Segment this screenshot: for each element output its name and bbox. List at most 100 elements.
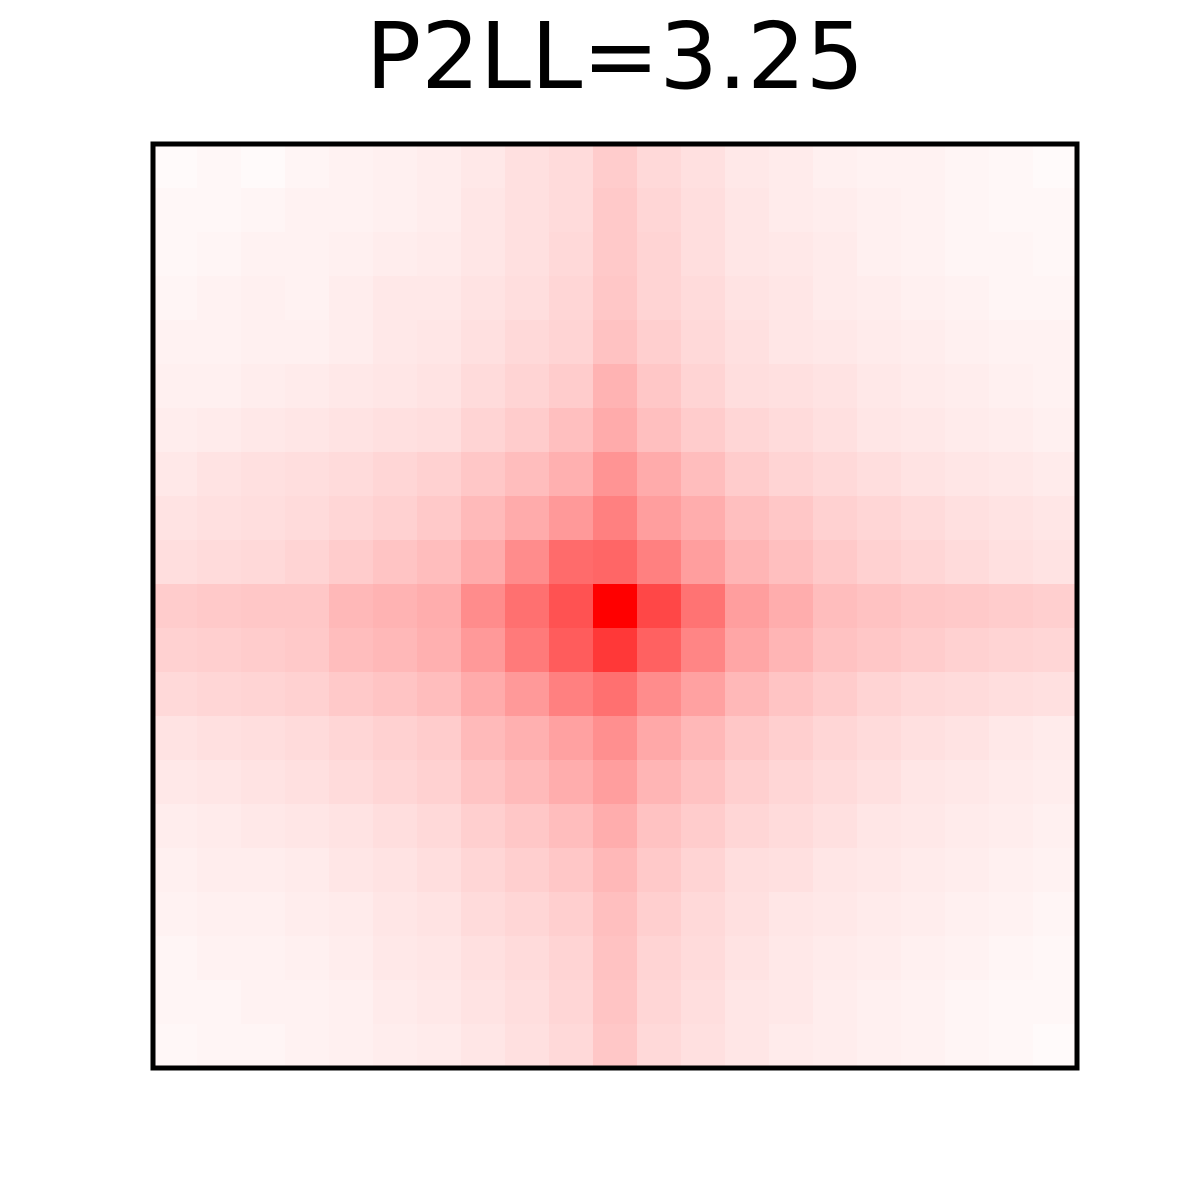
heatmap-cell bbox=[637, 188, 682, 233]
heatmap-cell bbox=[989, 188, 1034, 233]
heatmap-cell bbox=[329, 364, 374, 409]
heatmap-cell bbox=[725, 408, 770, 453]
heatmap-cell bbox=[725, 980, 770, 1025]
heatmap-cell bbox=[373, 804, 418, 849]
heatmap-cell bbox=[417, 452, 462, 497]
heatmap-cell bbox=[945, 408, 990, 453]
heatmap-cell bbox=[681, 936, 726, 981]
heatmap-cell bbox=[725, 584, 770, 629]
heatmap-cell bbox=[1033, 628, 1078, 673]
heatmap-cell bbox=[329, 672, 374, 717]
heatmap-cell bbox=[285, 276, 330, 321]
heatmap-cell bbox=[417, 672, 462, 717]
heatmap-cell bbox=[1033, 496, 1078, 541]
heatmap-cell bbox=[769, 1024, 814, 1069]
heatmap-cell bbox=[813, 452, 858, 497]
heatmap-cell bbox=[241, 672, 286, 717]
heatmap-cell bbox=[329, 936, 374, 981]
heatmap-cell bbox=[285, 408, 330, 453]
heatmap-cell bbox=[901, 672, 946, 717]
heatmap-cell bbox=[593, 628, 638, 673]
heatmap-cell bbox=[681, 804, 726, 849]
heatmap-cell bbox=[329, 144, 374, 189]
heatmap-cell bbox=[461, 496, 506, 541]
heatmap-cell bbox=[593, 760, 638, 805]
heatmap-cell bbox=[373, 540, 418, 585]
heatmap-cell bbox=[417, 408, 462, 453]
heatmap-cell bbox=[329, 760, 374, 805]
heatmap-cell bbox=[549, 408, 594, 453]
heatmap-cell bbox=[153, 232, 198, 277]
heatmap-cell bbox=[725, 144, 770, 189]
heatmap-cell bbox=[725, 936, 770, 981]
heatmap-cell bbox=[1033, 848, 1078, 893]
heatmap-cells bbox=[153, 144, 1078, 1069]
heatmap-cell bbox=[285, 232, 330, 277]
heatmap-cell bbox=[549, 584, 594, 629]
heatmap-cell bbox=[945, 144, 990, 189]
heatmap-cell bbox=[153, 496, 198, 541]
heatmap-cell bbox=[197, 540, 242, 585]
heatmap-cell bbox=[197, 584, 242, 629]
heatmap-cell bbox=[593, 364, 638, 409]
heatmap-cell bbox=[505, 628, 550, 673]
heatmap-cell bbox=[813, 804, 858, 849]
heatmap-cell bbox=[813, 408, 858, 453]
heatmap-cell bbox=[417, 936, 462, 981]
heatmap-cell bbox=[857, 232, 902, 277]
heatmap-cell bbox=[769, 364, 814, 409]
heatmap-cell bbox=[593, 320, 638, 365]
heatmap-cell bbox=[461, 452, 506, 497]
heatmap-cell bbox=[329, 408, 374, 453]
heatmap-cell bbox=[329, 1024, 374, 1069]
heatmap-cell bbox=[945, 540, 990, 585]
heatmap-cell bbox=[989, 452, 1034, 497]
heatmap-cell bbox=[593, 1024, 638, 1069]
heatmap-cell bbox=[549, 804, 594, 849]
heatmap-cell bbox=[505, 408, 550, 453]
heatmap-cell bbox=[285, 848, 330, 893]
heatmap-cell bbox=[857, 408, 902, 453]
heatmap-cell bbox=[285, 1024, 330, 1069]
heatmap-cell bbox=[945, 188, 990, 233]
heatmap-cell bbox=[593, 496, 638, 541]
heatmap-cell bbox=[857, 452, 902, 497]
heatmap-cell bbox=[945, 364, 990, 409]
heatmap-cell bbox=[373, 848, 418, 893]
heatmap-cell bbox=[373, 980, 418, 1025]
heatmap-cell bbox=[813, 672, 858, 717]
heatmap-cell bbox=[505, 892, 550, 937]
heatmap-cell bbox=[241, 496, 286, 541]
heatmap-cell bbox=[593, 540, 638, 585]
heatmap-cell bbox=[197, 892, 242, 937]
heatmap-cell bbox=[153, 936, 198, 981]
heatmap-cell bbox=[681, 716, 726, 761]
heatmap-cell bbox=[461, 320, 506, 365]
heatmap-cell bbox=[681, 408, 726, 453]
heatmap-cell bbox=[901, 1024, 946, 1069]
heatmap-cell bbox=[769, 232, 814, 277]
heatmap-cell bbox=[549, 540, 594, 585]
heatmap-cell bbox=[153, 804, 198, 849]
heatmap-cell bbox=[241, 452, 286, 497]
heatmap-cell bbox=[637, 320, 682, 365]
heatmap-cell bbox=[637, 232, 682, 277]
heatmap-cell bbox=[813, 892, 858, 937]
heatmap-cell bbox=[197, 364, 242, 409]
heatmap-cell bbox=[549, 320, 594, 365]
heatmap-cell bbox=[153, 760, 198, 805]
heatmap-cell bbox=[373, 364, 418, 409]
heatmap-cell bbox=[549, 760, 594, 805]
heatmap-cell bbox=[725, 188, 770, 233]
heatmap-cell bbox=[725, 540, 770, 585]
heatmap-cell bbox=[505, 584, 550, 629]
heatmap-cell bbox=[285, 452, 330, 497]
heatmap-cell bbox=[769, 540, 814, 585]
heatmap-cell bbox=[329, 540, 374, 585]
heatmap-cell bbox=[769, 760, 814, 805]
heatmap-cell bbox=[417, 628, 462, 673]
heatmap-cell bbox=[945, 232, 990, 277]
heatmap-cell bbox=[681, 188, 726, 233]
heatmap-cell bbox=[549, 276, 594, 321]
heatmap-cell bbox=[417, 188, 462, 233]
